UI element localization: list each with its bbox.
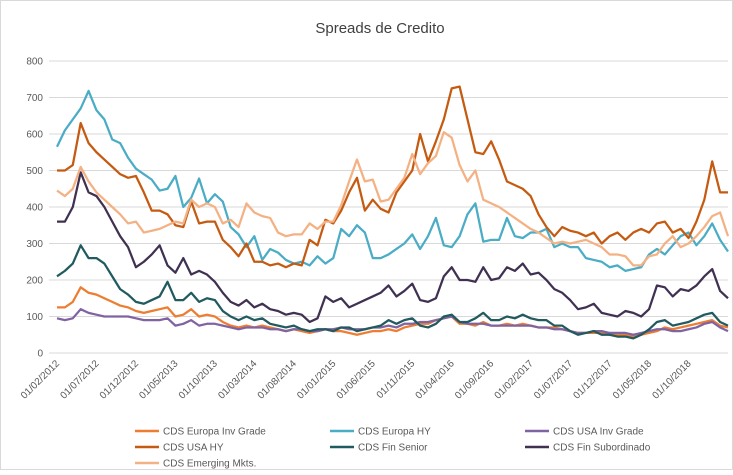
series-line [55,89,729,273]
series-line [57,85,728,269]
series-line [56,308,729,336]
chart-title: Spreads de Credito [315,20,444,37]
series-line [57,286,729,338]
y-tick-label: 800 [26,57,43,68]
y-tick-label: 0 [37,349,43,360]
y-tick-label: 500 [26,166,43,177]
legend-label: CDS Europa HY [358,427,431,438]
legend-label: CDS USA Inv Grade [553,427,644,438]
legend-label: CDS Fin Subordinado [553,443,651,454]
legend-label: CDS USA HY [163,443,224,454]
series-line [56,244,729,340]
legend-label: CDS Fin Senior [358,443,428,454]
y-tick-label: 300 [26,239,43,250]
y-tick-label: 400 [26,203,43,214]
y-tick-label: 600 [26,130,43,141]
y-tick-label: 100 [26,312,43,323]
y-tick-label: 200 [26,276,43,287]
y-tick-label: 700 [26,93,43,104]
legend-label: CDS Europa Inv Grade [163,427,266,438]
legend-label: CDS Emerging Mkts. [163,459,256,470]
series-line [56,131,730,267]
series-line [57,171,729,324]
